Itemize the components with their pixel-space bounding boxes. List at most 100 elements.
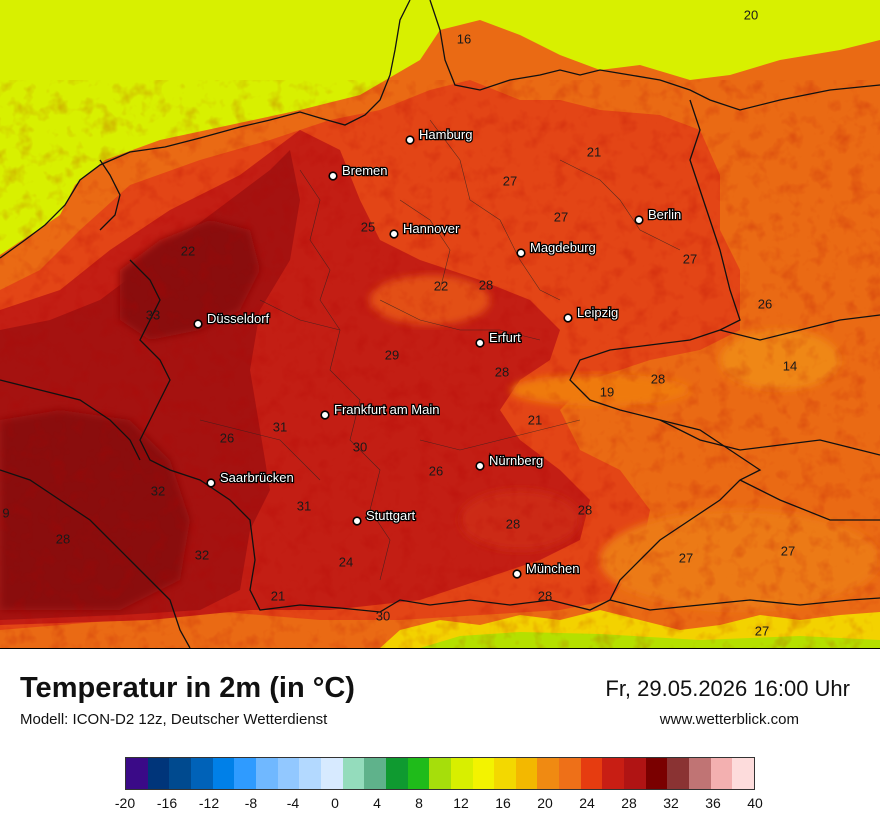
legend-swatch: [212, 758, 235, 789]
isotherm-label: 22: [434, 278, 448, 293]
city-dot: [512, 569, 522, 579]
isotherm-label: 27: [683, 251, 697, 266]
isotherm-label: 14: [783, 358, 797, 373]
legend-tick-label: -20: [114, 795, 136, 811]
isotherm-label: 21: [528, 412, 542, 427]
city-dot: [516, 248, 526, 258]
forecast-datetime: Fr, 29.05.2026 16:00 Uhr: [605, 676, 850, 701]
city-marker: Berlin: [634, 206, 683, 225]
legend-swatch: [472, 758, 495, 789]
legend-tick-label: -12: [198, 795, 220, 811]
temperature-field: [0, 0, 880, 648]
isotherm-label: 19: [600, 384, 614, 399]
temperature-map: 20 16 21 27 27 25 22 27 22 28 26 33 29 14 28 28 19 21 31 26…: [0, 0, 880, 649]
legend-swatch: [320, 758, 343, 789]
isotherm-label: 26: [758, 296, 772, 311]
city-marker: Hamburg: [405, 126, 474, 145]
model-source-text: Modell: ICON-D2 12z, Deutscher Wetterdie…: [20, 711, 328, 728]
city-marker: Frankfurt am Main: [320, 401, 441, 420]
legend-swatch: [190, 758, 213, 789]
city-label: Hamburg: [419, 127, 472, 142]
legend-swatch: [407, 758, 430, 789]
city-label: Hannover: [403, 221, 460, 236]
legend-swatch: [126, 758, 148, 789]
city-label: Magdeburg: [530, 240, 596, 255]
city-marker: Stuttgart: [352, 507, 417, 526]
city-dot: [475, 461, 485, 471]
city-label: Frankfurt am Main: [334, 402, 439, 417]
legend-tick-label: 4: [373, 795, 381, 811]
legend-tick-label: 20: [537, 795, 553, 811]
isotherm-label: 20: [744, 7, 758, 22]
city-marker: Leipzig: [563, 304, 620, 323]
isotherm-label: 27: [781, 543, 795, 558]
city-label: Berlin: [648, 207, 681, 222]
city-label: Erfurt: [489, 330, 521, 345]
legend-swatch: [710, 758, 733, 789]
isotherm-labels: 20 16 21 27 27 25 22 27 22 28 26 33 29 14 28 28 19 21 31 26…: [2, 7, 797, 638]
legend-tick-label: 28: [621, 795, 637, 811]
city-dot: [320, 410, 330, 420]
isotherm-label: 22: [181, 243, 195, 258]
isotherm-label: 24: [339, 554, 353, 569]
city-marker: München: [512, 560, 581, 579]
isotherm-label: 32: [195, 547, 209, 562]
city-markers: Hamburg Bremen Hannover Berlin Magdeburg Leip…: [193, 126, 683, 579]
city-dot: [634, 215, 644, 225]
legend-swatch: [147, 758, 170, 789]
legend-swatch: [732, 758, 755, 789]
legend-tick-label: 24: [579, 795, 595, 811]
website-link[interactable]: www.wetterblick.com: [659, 711, 799, 728]
isotherm-label: 21: [271, 588, 285, 603]
city-label: Düsseldorf: [207, 311, 270, 326]
city-marker: Saarbrücken: [206, 469, 295, 488]
city-label: Bremen: [342, 163, 388, 178]
city-marker: Magdeburg: [516, 239, 597, 258]
legend-swatch: [342, 758, 365, 789]
city-dot: [563, 313, 573, 323]
legend-swatch: [277, 758, 300, 789]
legend-swatch: [450, 758, 473, 789]
city-dot: [193, 319, 203, 329]
legend-swatch: [429, 758, 451, 789]
isotherm-label: 25: [361, 219, 375, 234]
city-dot: [405, 135, 415, 145]
legend-swatch: [624, 758, 646, 789]
city-label: Leipzig: [577, 305, 618, 320]
legend-tick-label: 36: [705, 795, 721, 811]
isotherm-label: 30: [376, 608, 390, 623]
isotherm-label: 27: [554, 209, 568, 224]
legend-swatch: [494, 758, 516, 789]
city-dot: [352, 516, 362, 526]
legend-swatch: [299, 758, 321, 789]
legend-swatch: [169, 758, 191, 789]
city-dot: [475, 338, 485, 348]
legend-swatch: [559, 758, 581, 789]
isotherm-label: 27: [755, 623, 769, 638]
isotherm-label: 28: [479, 277, 493, 292]
city-label: Nürnberg: [489, 453, 543, 468]
coastlines-borders: [0, 0, 880, 648]
legend-tick-label: 0: [331, 795, 339, 811]
city-dot: [328, 171, 338, 181]
color-legend: [125, 757, 755, 790]
isotherm-label: 28: [578, 502, 592, 517]
city-marker: Hannover: [389, 220, 461, 239]
city-marker: Nürnberg: [475, 452, 545, 471]
city-dot: [389, 229, 399, 239]
legend-tick-label: 12: [453, 795, 469, 811]
city-label: München: [526, 561, 579, 576]
legend-swatch: [364, 758, 386, 789]
isotherm-label: 16: [457, 31, 471, 46]
legend-tick-label: -4: [286, 795, 300, 811]
legend-swatch: [255, 758, 278, 789]
legend-swatch: [689, 758, 711, 789]
isotherm-label: 28: [56, 531, 70, 546]
legend-ticks: -20 -16 -12 -8 -4 0 4 8 12 16 20 24 28 32 36 40: [115, 795, 763, 815]
legend-tick-label: -16: [156, 795, 178, 811]
isotherm-label: 31: [273, 419, 287, 434]
legend-swatch: [667, 758, 690, 789]
isotherm-label: 26: [429, 463, 443, 478]
city-marker: Bremen: [328, 162, 389, 181]
legend-swatch: [385, 758, 408, 789]
